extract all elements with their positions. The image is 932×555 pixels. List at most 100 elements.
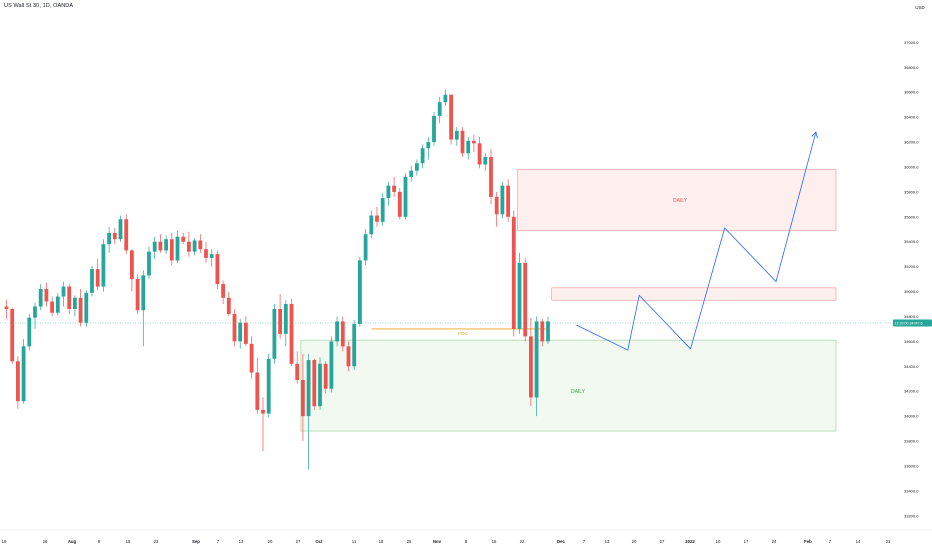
candle-body (112, 232, 117, 240)
y-tick-label: 35800.0 (904, 189, 919, 194)
x-tick-label: 8 (465, 539, 468, 544)
zones-layer (300, 169, 837, 432)
y-tick-label: 33400.0 (904, 488, 919, 493)
poc-label: POC (458, 331, 469, 336)
candle-body (101, 244, 106, 287)
x-tick-label: 7 (829, 539, 832, 544)
candle-body (363, 234, 368, 261)
candle-body (244, 322, 248, 344)
candle-body (511, 216, 516, 329)
candle-body (55, 296, 60, 313)
x-tick-label: 27 (296, 539, 301, 544)
y-tick-label: 34400.0 (904, 364, 919, 369)
x-tick-label: Oct (315, 539, 323, 544)
candle-body (78, 297, 83, 323)
y-tick-label: 34000.0 (904, 414, 919, 419)
demand-zone-label: DAILY (571, 389, 586, 395)
candle-body (443, 94, 448, 103)
x-tick-label: 14 (856, 539, 861, 544)
y-tick-label: 35400.0 (904, 239, 919, 244)
y-tick-label: 36600.0 (904, 90, 919, 95)
x-tick-label: 9 (98, 539, 101, 544)
candle-body (226, 297, 231, 314)
y-tick-label: 34800.0 (904, 314, 919, 319)
candle-body (386, 185, 391, 199)
x-tick-label: 21 (886, 539, 891, 544)
candle-body (130, 250, 134, 280)
x-tick-label: Sep (192, 539, 200, 544)
candle-body (16, 361, 20, 402)
candle-body (187, 241, 191, 252)
last-price-badge[interactable] (893, 319, 932, 327)
y-tick-label: 35000.0 (904, 289, 919, 294)
zone-supply-1 (551, 287, 837, 301)
x-tick-label: 15 (492, 539, 497, 544)
candle-body (198, 240, 203, 250)
candle-body (238, 322, 243, 342)
candle-body (460, 130, 465, 154)
projection-arrowhead (811, 131, 818, 138)
candle-body (301, 379, 305, 417)
candle-body (255, 372, 260, 410)
y-tick-label: 33600.0 (904, 463, 919, 468)
candle-body (61, 286, 66, 297)
x-tick-label: 27 (660, 539, 665, 544)
x-tick-label: Dec (557, 539, 565, 544)
candle-body (329, 341, 334, 389)
candle-body (318, 363, 322, 407)
candle-body (95, 269, 100, 287)
y-tick-label: 35600.0 (904, 214, 919, 219)
candle-body (397, 191, 402, 217)
x-tick-label: 23 (154, 539, 159, 544)
currency-label: USD (915, 5, 925, 10)
y-tick-label: 34600.0 (904, 339, 919, 344)
x-tick-label: 7 (217, 539, 220, 544)
candle-body (380, 198, 385, 222)
zone-supply-0 (517, 169, 837, 231)
candle-body (312, 360, 317, 407)
x-tick-label: 20 (268, 539, 273, 544)
candle-body (454, 130, 459, 140)
candle-body (261, 409, 265, 414)
candle-body (489, 156, 493, 197)
candle-body (4, 306, 9, 309)
candle-body (107, 232, 111, 245)
candle-body (432, 115, 436, 143)
candle-body (500, 185, 505, 215)
x-tick-label: 7 (583, 539, 586, 544)
candle-body (118, 219, 123, 240)
candle-body (272, 308, 277, 359)
zone-demand-2 (300, 339, 837, 432)
candle-body (483, 156, 488, 165)
candle-body (523, 262, 528, 337)
candle-body (38, 289, 43, 307)
candle-body (403, 176, 408, 217)
candle-body (529, 336, 533, 398)
y-tick-label: 36400.0 (904, 115, 919, 120)
candle-body (306, 360, 311, 417)
candle-body (472, 140, 476, 144)
candle-body (266, 358, 271, 414)
candle-body (44, 289, 49, 302)
x-tick-label: 18 (379, 539, 384, 544)
candle-body (534, 321, 539, 398)
candle-body (278, 308, 282, 334)
x-tick-label: Feb (804, 539, 812, 544)
candle-body (192, 240, 197, 252)
x-tick-label: 25 (407, 539, 412, 544)
projection-path (576, 131, 817, 351)
x-tick-label: 13 (239, 539, 244, 544)
x-tick-label: 10 (716, 539, 721, 544)
candle-body (249, 343, 254, 373)
candle-body (204, 249, 208, 258)
candle-body (175, 236, 180, 261)
y-tick-label: 34200.0 (904, 389, 919, 394)
candle-body (209, 254, 214, 258)
candle-body (289, 303, 294, 364)
candle-body (152, 241, 157, 252)
candle-body (215, 254, 220, 285)
candle-body (232, 313, 237, 342)
candle-body (335, 321, 339, 342)
